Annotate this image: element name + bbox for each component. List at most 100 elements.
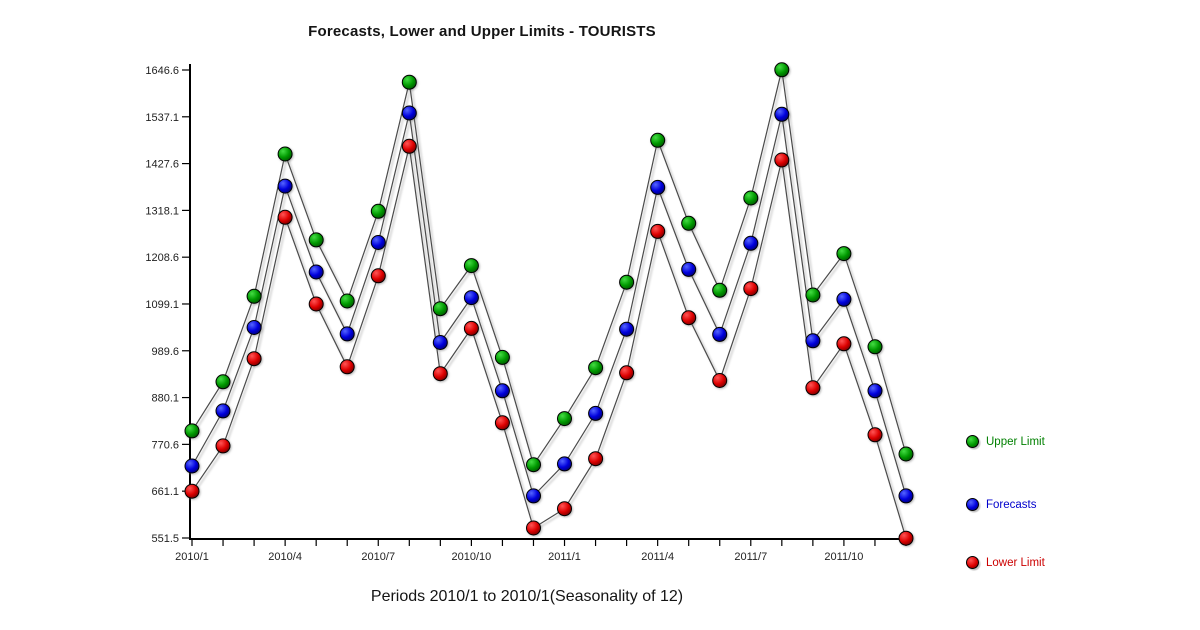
x-tick-label: 2010/7 (361, 551, 395, 563)
data-point-marker (215, 374, 231, 390)
data-point-marker (681, 261, 697, 277)
data-point-marker (494, 383, 510, 399)
data-point-marker (184, 483, 200, 499)
data-point-marker (836, 336, 852, 352)
data-point-marker (401, 138, 417, 154)
data-point-marker (650, 179, 666, 195)
series-path (191, 146, 907, 539)
data-point-marker (277, 146, 293, 162)
data-point-marker (463, 320, 479, 336)
data-point-marker (867, 427, 883, 443)
chart-title: Forecasts, Lower and Upper Limits - TOUR… (308, 23, 656, 40)
legend-label: Lower Limit (986, 556, 1045, 569)
data-point-marker (557, 501, 572, 517)
data-point-marker (463, 290, 479, 306)
data-point-marker (432, 335, 448, 350)
y-tick-label: 1318.1 (145, 205, 179, 217)
data-point-marker (712, 282, 728, 298)
data-point-marker (494, 415, 510, 431)
legend-item-upper-limit: Upper Limit (966, 435, 1045, 448)
y-tick-label: 661.1 (151, 486, 179, 498)
data-point-marker (370, 268, 386, 284)
legend-marker-icon (966, 435, 979, 448)
data-point-marker (743, 281, 759, 297)
legend-label: Upper Limit (986, 435, 1045, 448)
data-point-marker (805, 287, 821, 303)
data-point-marker (805, 380, 821, 396)
data-point-marker (432, 301, 448, 317)
data-point-marker (681, 215, 697, 231)
data-point-marker (339, 359, 355, 375)
data-point-marker (588, 360, 604, 376)
legend-item-forecasts: Forecasts (966, 498, 1037, 511)
data-point-marker (650, 223, 666, 239)
data-point-marker (526, 488, 541, 504)
x-axis-label: Periods 2010/1 to 2010/1(Seasonality of … (370, 588, 684, 605)
data-point-marker (277, 209, 293, 225)
y-tick-label: 1099.1 (145, 299, 179, 311)
x-tick-label: 2010/10 (452, 551, 492, 563)
data-point-marker (401, 74, 417, 90)
data-point-marker (650, 132, 666, 148)
x-tick-label: 2011/4 (641, 551, 674, 563)
y-tick-label: 880.1 (151, 393, 179, 405)
data-point-marker (184, 458, 200, 474)
data-point-marker (370, 235, 386, 250)
data-point-marker (339, 293, 355, 309)
data-point-marker (370, 203, 386, 219)
data-point-marker (805, 333, 821, 349)
data-point-marker (681, 310, 697, 326)
data-point-marker (836, 291, 852, 307)
data-point-marker (774, 106, 790, 122)
data-point-marker (184, 423, 200, 439)
data-point-marker (246, 351, 262, 367)
data-point-marker (898, 446, 914, 462)
data-point-marker (557, 411, 572, 427)
data-point-marker (246, 320, 262, 335)
data-point-marker (494, 349, 510, 365)
y-tick-label: 551.5 (151, 533, 179, 545)
data-point-marker (308, 232, 324, 248)
data-point-marker (743, 190, 759, 206)
data-point-marker (401, 105, 417, 121)
x-tick-label: 2011/1 (548, 551, 581, 563)
series-markers-upper-limit (184, 62, 914, 473)
series-line-forecasts (191, 112, 907, 498)
y-tick-label: 770.6 (151, 439, 179, 451)
data-point-marker (619, 321, 635, 337)
data-point-marker (898, 488, 914, 504)
data-point-marker (867, 383, 883, 399)
data-point-marker (463, 258, 479, 274)
data-point-marker (215, 403, 231, 419)
series-markers-forecasts (184, 105, 914, 504)
x-tick-label: 2011/10 (824, 551, 863, 563)
data-point-marker (712, 326, 728, 342)
legend-label: Forecasts (986, 498, 1037, 511)
x-tick-label: 2010/4 (268, 551, 302, 563)
series-path (191, 112, 907, 498)
data-point-marker (246, 288, 262, 304)
data-point-marker (619, 274, 635, 290)
data-point-marker (557, 456, 572, 472)
y-tick-label: 1427.6 (145, 159, 179, 171)
data-point-marker (277, 178, 293, 194)
legend-marker-icon (966, 498, 979, 511)
data-point-marker (867, 339, 883, 355)
y-tick-label: 1208.6 (145, 252, 179, 264)
x-tick-label: 2011/7 (734, 551, 767, 563)
data-point-marker (774, 62, 790, 78)
data-point-marker (308, 264, 324, 280)
data-point-marker (898, 530, 914, 546)
data-point-marker (526, 457, 541, 473)
data-point-marker (215, 438, 231, 454)
series-line-upper-limit (191, 69, 907, 467)
y-tick-label: 1537.1 (145, 112, 179, 124)
data-point-marker (774, 152, 790, 168)
y-tick-label: 1646.6 (145, 65, 179, 77)
y-tick-label: 989.6 (151, 346, 179, 358)
data-point-marker (339, 326, 355, 342)
data-point-marker (308, 296, 324, 312)
data-point-marker (712, 373, 728, 388)
